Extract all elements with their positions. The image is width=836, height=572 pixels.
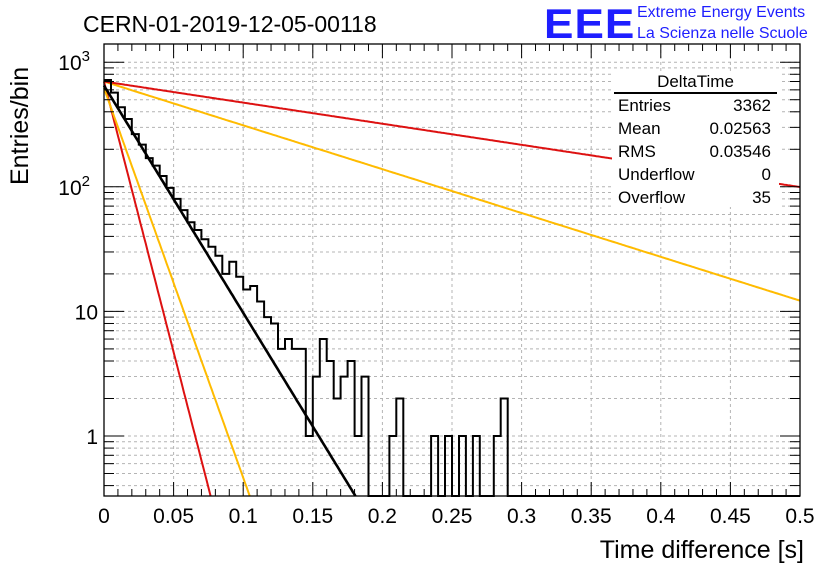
y-axis-label: Entries/bin <box>6 66 34 185</box>
x-tick-label: 0.45 <box>710 505 751 528</box>
x-tick-label: 0.5 <box>785 505 814 528</box>
stats-row-overflow: Overflow 35 <box>612 186 779 209</box>
x-tick-label: 0.4 <box>646 505 676 528</box>
stats-label: Entries <box>618 96 671 115</box>
fit-curve-black <box>102 84 357 497</box>
fit-curve-orange <box>103 87 251 497</box>
x-axis-label: Time difference [s] <box>599 536 804 564</box>
stats-box-divider <box>614 92 777 94</box>
logo-caption-line2: La Scienza nelle Scuole <box>637 25 808 42</box>
y-tick-label: 1 <box>86 426 98 449</box>
axis-ticks <box>103 44 801 496</box>
x-tick-label: 0.1 <box>229 505 258 528</box>
stats-value: 3362 <box>733 96 771 115</box>
stats-value: 35 <box>752 188 771 207</box>
stats-row-entries: Entries 3362 <box>612 94 779 117</box>
stats-value: 0 <box>761 165 771 184</box>
stats-value: 0.02563 <box>709 119 771 138</box>
stats-label: Mean <box>618 119 661 138</box>
x-tick-label: 0.05 <box>153 505 194 528</box>
x-tick-label: 0 <box>98 505 110 528</box>
stats-box: DeltaTime Entries 3362 Mean 0.02563 RMS 0.0… <box>612 71 779 207</box>
eee-logo: EEE <box>544 0 636 47</box>
stats-box-title: DeltaTime <box>657 72 734 91</box>
grid-lines <box>104 44 800 496</box>
stats-row-rms: RMS 0.03546 <box>612 140 779 163</box>
stats-label: Overflow <box>618 188 686 207</box>
stats-label: RMS <box>618 142 656 161</box>
fit-curve-red <box>103 81 212 497</box>
stats-row-mean: Mean 0.02563 <box>612 117 779 140</box>
stats-value: 0.03546 <box>709 142 771 161</box>
axis-tick-labels: 0 0.05 0.1 0.15 0.2 0.25 0.3 0.35 0.4 0.45 0.5 1 10 1… <box>58 48 814 528</box>
x-tick-label: 0.3 <box>507 505 536 528</box>
y-tick-label: 102 <box>58 173 90 200</box>
x-tick-label: 0.2 <box>368 505 397 528</box>
x-tick-label: 0.15 <box>292 505 333 528</box>
x-tick-label: 0.25 <box>432 505 473 528</box>
y-tick-label: 103 <box>58 48 90 75</box>
x-tick-label: 0.35 <box>571 505 612 528</box>
logo-caption-line1: Extreme Energy Events <box>637 4 806 21</box>
stats-row-underflow: Underflow 0 <box>612 163 779 186</box>
y-tick-label: 10 <box>75 301 98 324</box>
fit-curve-orange <box>103 80 801 302</box>
stats-label: Underflow <box>618 165 695 184</box>
chart-title: CERN-01-2019-12-05-00118 <box>83 11 377 37</box>
